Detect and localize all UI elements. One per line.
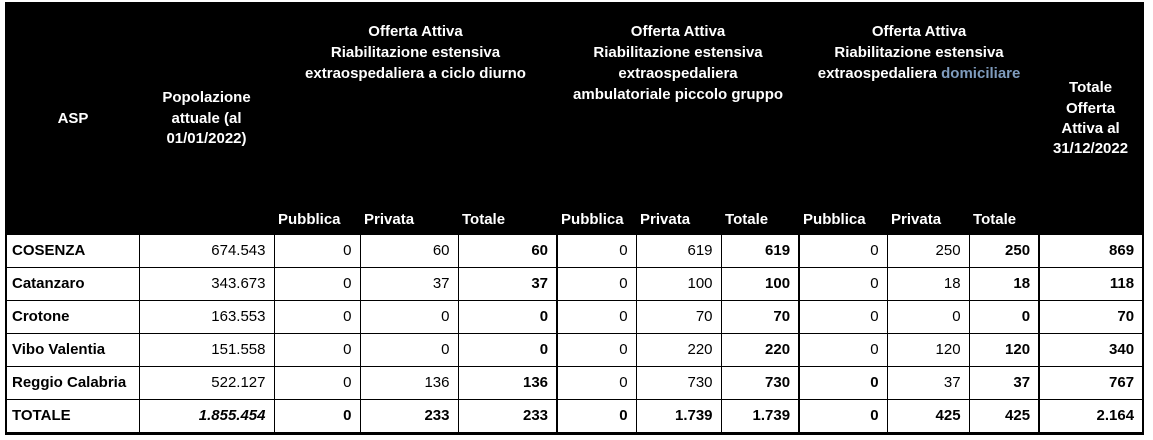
cell-g3-totale: 425 — [968, 398, 1040, 434]
cell-population: 522.127 — [138, 365, 275, 400]
cell-g1-pubblica: 0 — [273, 266, 361, 301]
cell-g1-privata: 0 — [359, 299, 459, 334]
cell-g3-privata: 0 — [886, 299, 970, 334]
table-row-reggio-calabria: Reggio Calabria 522.127 0 136 136 0 730 … — [5, 365, 1144, 400]
cell-g1-pubblica: 0 — [273, 233, 361, 268]
cell-g1-privata: 37 — [359, 266, 459, 301]
cell-population: 1.855.454 — [138, 398, 275, 434]
cell-g3-privata: 18 — [886, 266, 970, 301]
col-header-grand-total: Totale Offerta Attiva al 31/12/2022 — [1039, 3, 1144, 234]
row-label: Vibo Valentia — [5, 332, 140, 367]
cell-g3-pubblica: 0 — [798, 266, 888, 301]
cell-g3-totale: 250 — [968, 233, 1040, 268]
cell-g2-privata: 619 — [635, 233, 722, 268]
cell-g1-totale: 60 — [457, 233, 558, 268]
subcol-header-privata-2: Privata — [636, 194, 722, 234]
cell-g1-totale: 0 — [457, 332, 558, 367]
row-label: Crotone — [5, 299, 140, 334]
subcol-header-pubblica-3: Pubblica — [799, 194, 888, 234]
cell-g2-totale: 70 — [720, 299, 800, 334]
table-row-totale: TOTALE 1.855.454 0 233 233 0 1.739 1.739… — [5, 398, 1144, 434]
cell-g3-pubblica: 0 — [798, 365, 888, 400]
cell-g2-totale: 619 — [720, 233, 800, 268]
cell-g2-pubblica: 0 — [556, 299, 637, 334]
cell-g1-pubblica: 0 — [273, 365, 361, 400]
cell-g2-privata: 70 — [635, 299, 722, 334]
cell-grand-total: 70 — [1038, 299, 1144, 334]
asp-rehabilitation-offerta-table: ASP Popolazione attuale (al 01/01/2022) … — [5, 2, 1145, 435]
subcol-header-privata-1: Privata — [360, 194, 458, 234]
cell-grand-total: 118 — [1038, 266, 1144, 301]
col-header-asp: ASP — [6, 3, 139, 234]
cell-grand-total: 340 — [1038, 332, 1144, 367]
subcol-header-pubblica-2: Pubblica — [557, 194, 637, 234]
cell-g1-totale: 37 — [457, 266, 558, 301]
group-header-domiciliare-highlight: domiciliare — [941, 65, 1021, 82]
cell-g3-privata: 120 — [886, 332, 970, 367]
cell-g3-totale: 37 — [968, 365, 1040, 400]
cell-g3-pubblica: 0 — [798, 233, 888, 268]
row-label: Reggio Calabria — [5, 365, 140, 400]
cell-g2-privata: 100 — [635, 266, 722, 301]
cell-g2-pubblica: 0 — [556, 266, 637, 301]
cell-g1-privata: 0 — [359, 332, 459, 367]
cell-g1-totale: 136 — [457, 365, 558, 400]
cell-g1-totale: 233 — [457, 398, 558, 434]
table-row-crotone: Crotone 163.553 0 0 0 0 70 70 0 0 0 70 — [5, 299, 1144, 334]
cell-g1-pubblica: 0 — [273, 332, 361, 367]
cell-g1-privata: 233 — [359, 398, 459, 434]
cell-g3-privata: 425 — [886, 398, 970, 434]
cell-g3-totale: 0 — [968, 299, 1040, 334]
cell-g1-privata: 60 — [359, 233, 459, 268]
cell-g2-pubblica: 0 — [556, 365, 637, 400]
cell-grand-total: 869 — [1038, 233, 1144, 268]
cell-population: 163.553 — [138, 299, 275, 334]
cell-g2-totale: 730 — [720, 365, 800, 400]
subcol-header-totale-1: Totale — [458, 194, 558, 234]
table-header: ASP Popolazione attuale (al 01/01/2022) … — [6, 3, 1144, 234]
table-row-catanzaro: Catanzaro 343.673 0 37 37 0 100 100 0 18… — [5, 266, 1144, 301]
cell-grand-total: 767 — [1038, 365, 1144, 400]
group-header-domiciliare-prefix: Offerta Attiva Riabilitazione estensiva … — [817, 23, 1004, 82]
cell-g2-totale: 1.739 — [720, 398, 800, 434]
cell-g2-pubblica: 0 — [556, 398, 637, 434]
cell-population: 343.673 — [138, 266, 275, 301]
cell-g3-privata: 37 — [886, 365, 970, 400]
row-label: COSENZA — [5, 233, 140, 268]
subcol-header-totale-3: Totale — [969, 194, 1040, 234]
cell-g3-pubblica: 0 — [798, 299, 888, 334]
cell-g2-pubblica: 0 — [556, 233, 637, 268]
cell-g2-privata: 220 — [635, 332, 722, 367]
table-row-vibo-valentia: Vibo Valentia 151.558 0 0 0 0 220 220 0 … — [5, 332, 1144, 367]
subcol-header-totale-2: Totale — [721, 194, 800, 234]
subcol-header-privata-3: Privata — [887, 194, 970, 234]
subcol-header-pubblica-1: Pubblica — [274, 194, 360, 234]
cell-g3-totale: 120 — [968, 332, 1040, 367]
cell-g2-privata: 730 — [635, 365, 722, 400]
asp-rehabilitation-table-wrapper: ASP Popolazione attuale (al 01/01/2022) … — [5, 2, 1145, 435]
cell-population: 151.558 — [138, 332, 275, 367]
cell-g2-totale: 100 — [720, 266, 800, 301]
row-label: TOTALE — [5, 398, 140, 434]
cell-g1-pubblica: 0 — [273, 398, 361, 434]
cell-g3-pubblica: 0 — [798, 332, 888, 367]
cell-g2-privata: 1.739 — [635, 398, 722, 434]
cell-g1-totale: 0 — [457, 299, 558, 334]
table-body: COSENZA 674.543 0 60 60 0 619 619 0 250 … — [5, 233, 1144, 434]
cell-g1-privata: 136 — [359, 365, 459, 400]
group-header-ambulatoriale-piccolo-gruppo: Offerta Attiva Riabilitazione estensiva … — [557, 3, 800, 194]
group-header-ciclo-diurno: Offerta Attiva Riabilitazione estensiva … — [274, 3, 558, 194]
row-label: Catanzaro — [5, 266, 140, 301]
col-header-population: Popolazione attuale (al 01/01/2022) — [139, 3, 274, 234]
cell-g3-totale: 18 — [968, 266, 1040, 301]
cell-g3-pubblica: 0 — [798, 398, 888, 434]
cell-g2-pubblica: 0 — [556, 332, 637, 367]
cell-g1-pubblica: 0 — [273, 299, 361, 334]
cell-grand-total: 2.164 — [1038, 398, 1144, 434]
table-row-cosenza: COSENZA 674.543 0 60 60 0 619 619 0 250 … — [5, 233, 1144, 268]
cell-population: 674.543 — [138, 233, 275, 268]
cell-g3-privata: 250 — [886, 233, 970, 268]
cell-g2-totale: 220 — [720, 332, 800, 367]
group-header-domiciliare: Offerta Attiva Riabilitazione estensiva … — [799, 3, 1040, 194]
